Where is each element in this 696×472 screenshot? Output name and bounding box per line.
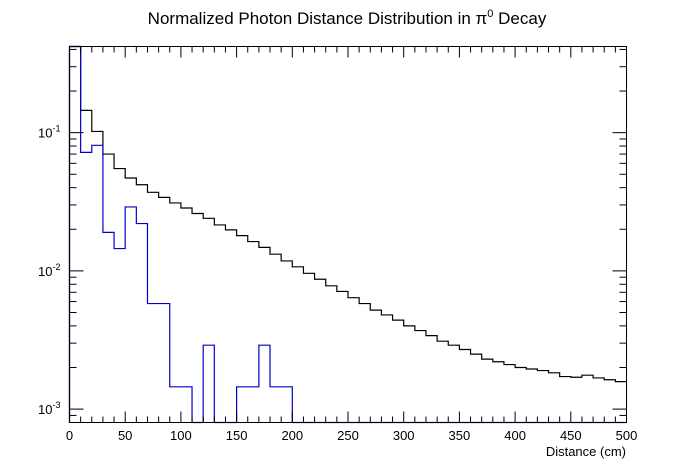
x-tick-label: 250 [337,428,359,443]
x-tick-label: 300 [393,428,415,443]
y-tick-exponent: -3 [52,400,60,410]
x-tick-label: 100 [170,428,192,443]
x-tick-label: 200 [281,428,303,443]
histogram-series-1 [68,45,627,423]
x-tick-label: 500 [616,428,638,443]
y-tick-exponent: -2 [52,262,60,272]
chart-title-prefix: Normalized Photon Distance Distribution … [148,9,488,28]
y-tick-label: 10-3 [38,400,60,417]
y-tick-base: 10 [38,402,52,417]
y-tick-exponent: -1 [52,124,60,134]
plot-frame [69,46,627,423]
y-tick-label: 10-2 [38,262,60,279]
x-tick-label: 150 [226,428,248,443]
x-tick-label: 400 [504,428,526,443]
chart-title-suffix: Decay [493,9,546,28]
y-tick-label: 10-1 [38,124,60,141]
x-axis-label: Distance (cm) [546,444,626,459]
x-tick-label: 450 [560,428,582,443]
chart-title-superscript: 0 [487,8,493,20]
x-tick-label: 50 [118,428,132,443]
y-tick-base: 10 [38,264,52,279]
y-tick-base: 10 [38,126,52,141]
x-tick-label: 350 [449,428,471,443]
x-tick-label: 0 [66,428,73,443]
chart-title: Normalized Photon Distance Distribution … [148,8,547,28]
